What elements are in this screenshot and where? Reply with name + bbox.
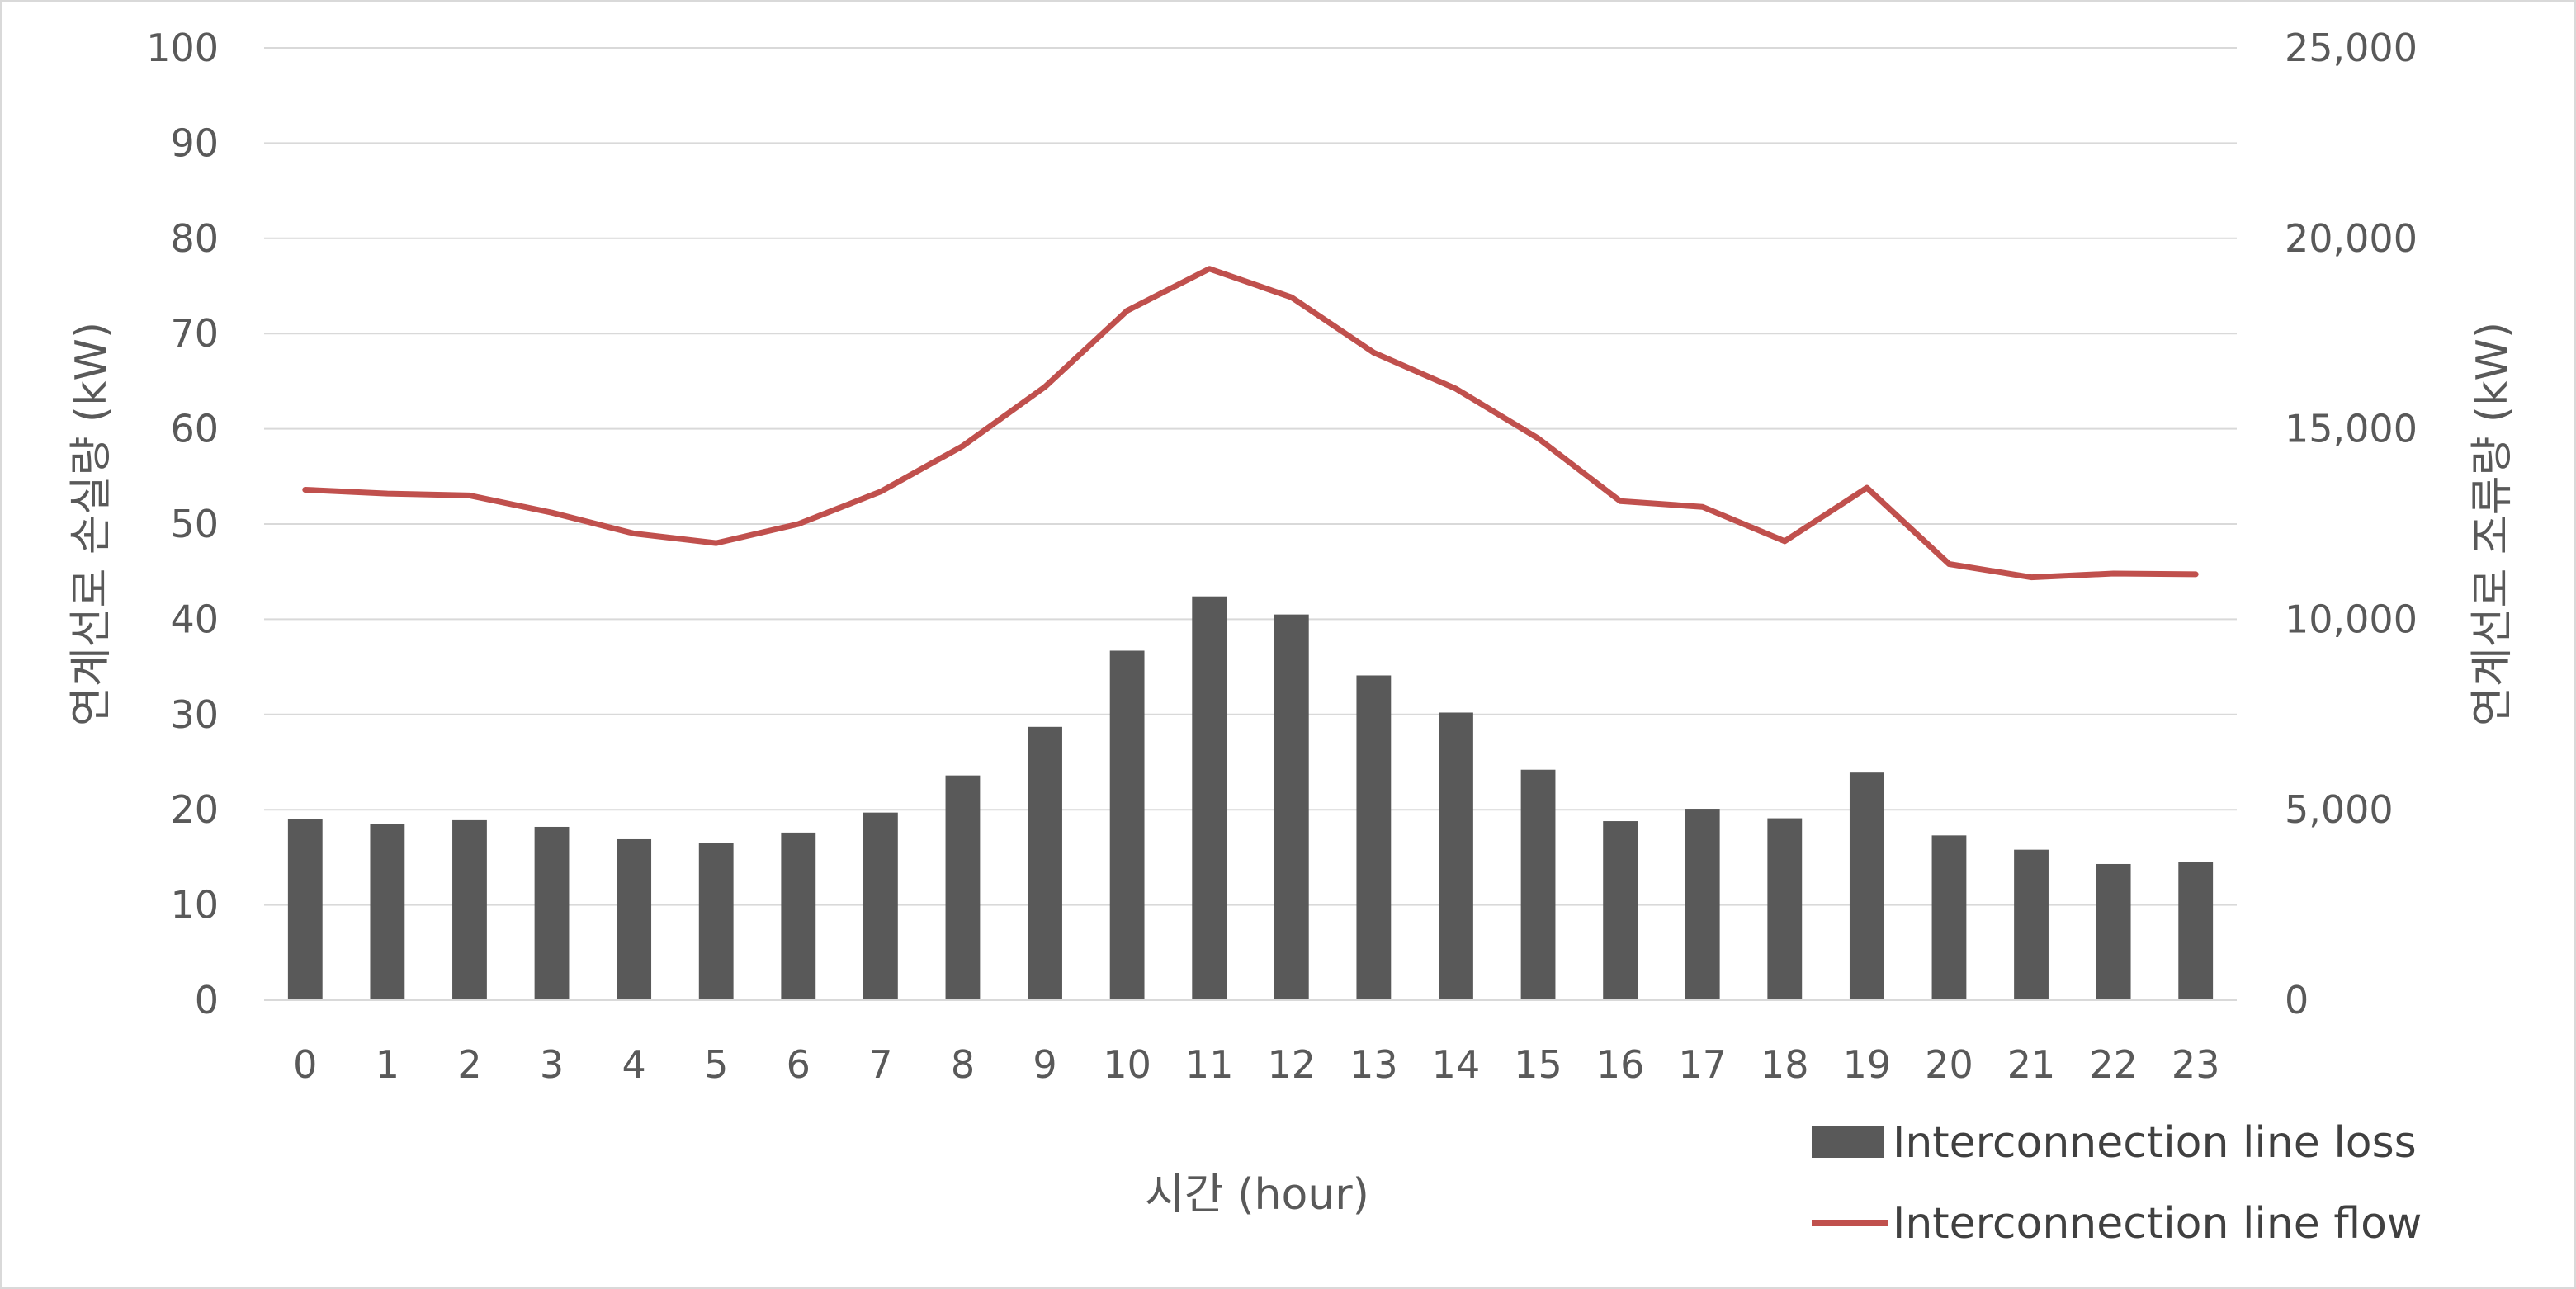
bar: [452, 819, 487, 1000]
bar: [1520, 769, 1556, 1000]
x-tick-label: 11: [1185, 1042, 1234, 1087]
y2-tick-label: 15,000: [2285, 407, 2418, 451]
y-tick-label: 0: [195, 978, 219, 1022]
x-axis-title: 시간 (hour): [1145, 1170, 1369, 1220]
y-tick-label: 50: [170, 502, 219, 546]
x-tick-label: 15: [1514, 1042, 1562, 1087]
bar: [287, 819, 323, 1000]
x-tick-label: 1: [376, 1042, 399, 1087]
bar: [2178, 862, 2214, 1000]
bar: [1685, 809, 1720, 1000]
series-line: [302, 266, 2199, 581]
y2-tick-label: 5,000: [2285, 787, 2394, 832]
x-tick-label: 4: [622, 1042, 645, 1087]
bar: [945, 775, 981, 1000]
x-tick-label: 0: [293, 1042, 317, 1087]
flow-line: [302, 266, 2199, 581]
gridlines: [264, 47, 2237, 906]
bar: [1767, 818, 1803, 1000]
bar: [1439, 712, 1473, 1000]
x-axis-ticks: 0 1 2 3 4 5 6 7 8 9 10 11 12 13 14 15 16 17 18 19 20 21 22 23: [293, 1042, 2219, 1087]
x-tick-label: 6: [787, 1042, 811, 1087]
y-tick-label: 90: [170, 120, 219, 165]
y2-axis-title: 연계선로 조류량 (kW): [2468, 322, 2517, 726]
x-tick-label: 3: [540, 1042, 564, 1087]
bar: [863, 812, 898, 1000]
y-tick-label: 20: [170, 787, 219, 832]
x-tick-label: 23: [2172, 1042, 2220, 1087]
x-tick-label: 13: [1349, 1042, 1398, 1087]
x-tick-label: 14: [1432, 1042, 1481, 1087]
legend: Interconnection line loss Interconnectio…: [1812, 1118, 2422, 1249]
x-tick-label: 20: [1925, 1042, 1973, 1087]
bar: [1931, 835, 1967, 1000]
x-tick-label: 12: [1268, 1042, 1316, 1087]
bar: [1603, 821, 1638, 1000]
bar: [781, 832, 816, 1000]
y2-tick-label: 10,000: [2285, 597, 2418, 641]
bar: [1192, 596, 1227, 1000]
loss-bars: [287, 596, 2214, 1000]
y2-tick-label: 20,000: [2285, 216, 2418, 261]
x-tick-label: 7: [868, 1042, 892, 1087]
bar: [2096, 863, 2131, 1000]
legend-label-flow: Interconnection line flow: [1893, 1199, 2422, 1249]
y-tick-label: 100: [146, 26, 219, 70]
bar: [370, 824, 405, 1000]
legend-label-loss: Interconnection line loss: [1893, 1118, 2417, 1168]
y-tick-label: 70: [170, 311, 219, 356]
x-tick-label: 17: [1678, 1042, 1727, 1087]
legend-swatch-loss: [1812, 1126, 1884, 1158]
bar: [2014, 849, 2049, 1000]
x-tick-label: 18: [1761, 1042, 1809, 1087]
x-tick-label: 21: [2007, 1042, 2056, 1087]
x-tick-label: 22: [2089, 1042, 2138, 1087]
y-tick-label: 30: [170, 692, 219, 737]
y-tick-label: 40: [170, 597, 219, 641]
bar: [617, 838, 652, 1000]
bar: [1849, 772, 1884, 1000]
bar: [698, 843, 734, 1000]
x-tick-label: 19: [1843, 1042, 1892, 1087]
bar: [534, 826, 570, 1000]
bar: [1356, 675, 1392, 1000]
y2-tick-label: 0: [2285, 978, 2309, 1022]
x-tick-label: 5: [704, 1042, 728, 1087]
bar: [1274, 614, 1309, 1000]
x-tick-label: 8: [951, 1042, 975, 1087]
left-axis-ticks: 0 10 20 30 40 50 60 70 80 90 100: [146, 26, 219, 1022]
x-tick-label: 2: [457, 1042, 481, 1087]
y2-tick-label: 25,000: [2285, 26, 2418, 70]
y-tick-label: 60: [170, 407, 219, 451]
x-tick-label: 16: [1596, 1042, 1645, 1087]
bar: [1109, 650, 1145, 1000]
right-axis-ticks: 0 5,000 10,000 15,000 20,000 25,000: [2285, 26, 2418, 1022]
x-tick-label: 10: [1103, 1042, 1151, 1087]
y-tick-label: 80: [170, 216, 219, 261]
x-tick-label: 9: [1033, 1042, 1056, 1087]
y-axis-title: 연계선로 손실량 (kW): [67, 322, 116, 726]
y-tick-label: 10: [170, 883, 219, 928]
bar: [1028, 726, 1062, 1000]
